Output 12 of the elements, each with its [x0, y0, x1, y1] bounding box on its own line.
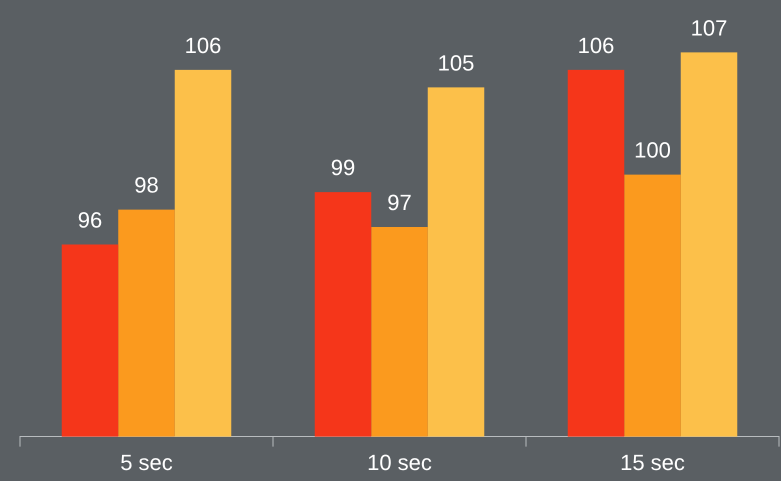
x-tick-label: 5 sec — [120, 450, 173, 475]
data-label: 99 — [330, 155, 356, 180]
data-label: 100 — [634, 138, 671, 163]
x-tick-label: 10 sec — [367, 450, 432, 475]
data-label: 107 — [690, 15, 728, 40]
data-label: 98 — [134, 172, 159, 198]
data-label: 97 — [387, 190, 412, 216]
data-label: 105 — [438, 50, 474, 76]
x-tick-label: 15 sec — [620, 450, 685, 475]
data-label: 96 — [78, 208, 102, 233]
data-label: 106 — [184, 32, 222, 58]
data-label: 106 — [578, 32, 614, 58]
